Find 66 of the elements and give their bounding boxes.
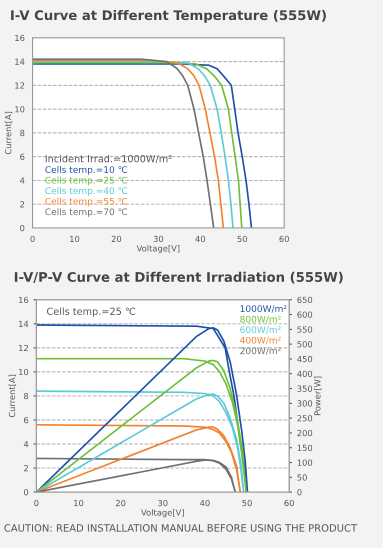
- y-tick-label: 4: [20, 178, 24, 184]
- chart-title: I-V/P-V Curve at Different Irradiation (555W): [14, 272, 343, 284]
- x-tick-label: 0: [30, 236, 35, 242]
- y-tick-label: 4: [24, 441, 28, 448]
- x-axis-title: Voltage[V]: [141, 509, 184, 518]
- y-axis-title: Current[A]: [8, 374, 16, 418]
- y-tick-label: 6: [24, 416, 28, 424]
- x-tick-label: 0: [34, 500, 38, 506]
- chart-title: I-V Curve at Different Temperature (555W): [11, 10, 326, 23]
- x-tick-label: 10: [70, 236, 80, 242]
- y-tick-label: 14: [15, 58, 24, 65]
- text: 600W/m²: [240, 326, 281, 334]
- y2-tick-label: 400: [297, 370, 312, 378]
- y-tick-label: 2: [24, 465, 28, 472]
- y2-tick-label: 50: [297, 474, 307, 481]
- y-tick-label: 10: [15, 106, 24, 112]
- text: Cells temp.=40 ℃: [45, 187, 128, 196]
- y-tick-label: 12: [15, 82, 24, 89]
- x-tick-label: 50: [238, 236, 247, 242]
- y-tick-label: 0: [24, 489, 28, 496]
- y2-tick-label: 550: [297, 326, 312, 333]
- y-tick-label: 16: [19, 296, 28, 304]
- y-tick-label: 12: [19, 344, 28, 352]
- text: 800W/m²: [240, 316, 281, 324]
- text: Cells temp.=70 ℃: [45, 208, 128, 217]
- x-tick-label: 40: [195, 236, 206, 242]
- legend-title: Incident Irrad.=1000W/m²: [46, 154, 172, 164]
- y2-tick-label: 450: [297, 356, 312, 362]
- y2-tick-label: 500: [297, 341, 312, 348]
- y2-tick-label: 250: [297, 415, 312, 422]
- y-axis-title: Current[A]: [4, 112, 12, 154]
- x-tick-label: 50: [242, 500, 252, 506]
- y-tick-label: 6: [20, 154, 24, 160]
- text: 200W/m²: [240, 347, 281, 355]
- x-axis-title: Voltage[V]: [136, 245, 180, 254]
- x-tick-label: 10: [74, 500, 84, 506]
- text: Cells temp.=25 ℃: [45, 176, 128, 186]
- y-tick-label: 16: [15, 34, 24, 42]
- x-tick-label: 20: [112, 236, 122, 242]
- y2-tick-label: 600: [297, 312, 312, 318]
- y2-tick-label: 100: [298, 459, 312, 466]
- text: Cells temp.=55 ℃: [45, 198, 128, 206]
- y-tick-label: 8: [20, 130, 24, 136]
- y2-tick-label: 650: [297, 296, 312, 304]
- annotation: Cells temp.=25 ℃: [47, 307, 136, 317]
- x-tick-label: 60: [284, 500, 294, 506]
- text: CAUTION: READ INSTALLATION MANUAL BEFORE USING THE PRODUCT: [4, 524, 358, 532]
- x-tick-label: 20: [116, 500, 126, 506]
- text: Cells temp.=10 ℃: [45, 166, 128, 175]
- y-tick-label: 10: [19, 368, 28, 376]
- y-tick-label: 2: [20, 201, 24, 208]
- y2-tick-label: 200: [297, 430, 312, 436]
- x-tick-label: 30: [158, 500, 168, 506]
- y2-tick-label: 0: [297, 489, 302, 496]
- x-tick-label: 60: [279, 236, 289, 242]
- x-tick-label: 40: [200, 500, 210, 506]
- y-tick-label: 14: [19, 320, 28, 327]
- y-tick-label: 0: [20, 224, 24, 232]
- x-tick-label: 30: [154, 236, 164, 242]
- y2-tick-label: 350: [297, 386, 312, 392]
- y2-tick-label: 300: [297, 400, 312, 407]
- text: 1000W/m²: [240, 305, 286, 313]
- y2-axis-title: Power[W]: [314, 376, 322, 416]
- y-tick-label: 8: [24, 392, 28, 400]
- y2-tick-label: 150: [298, 444, 312, 451]
- text: 400W/m²: [240, 336, 281, 344]
